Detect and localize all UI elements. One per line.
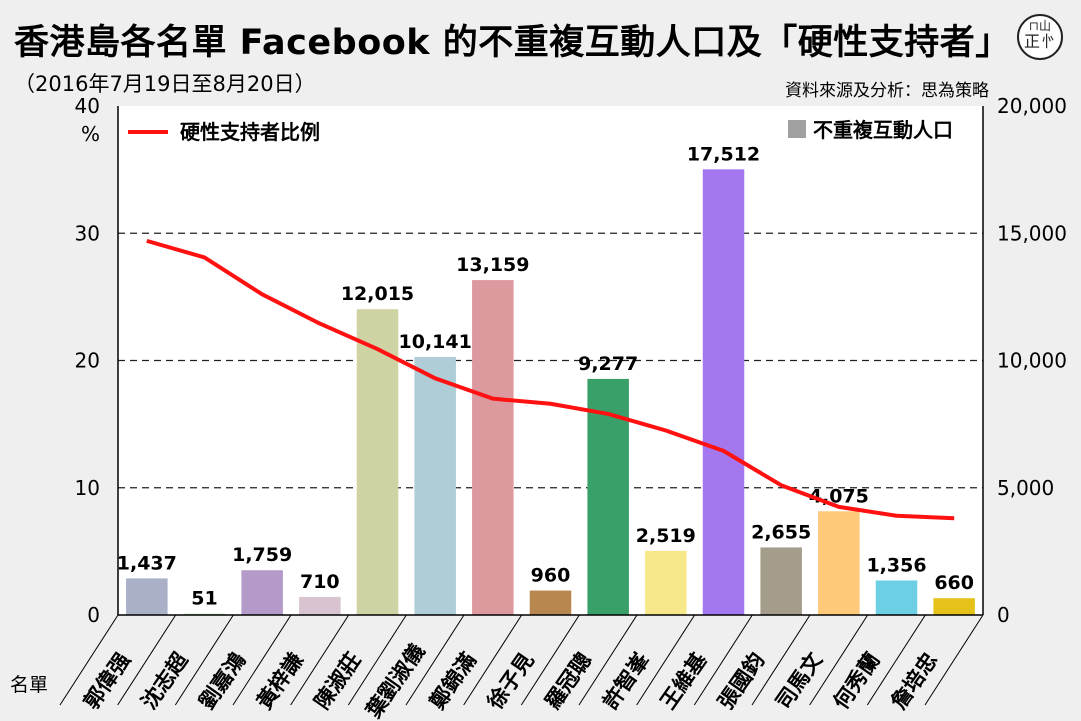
bar-4 — [299, 596, 341, 615]
category-separator — [117, 614, 177, 706]
category-separator — [290, 614, 350, 706]
category-separator — [174, 614, 234, 706]
category-label: 許智峯 — [598, 647, 654, 713]
category-label: 陳淑莊 — [310, 648, 366, 713]
bar-value-label: 9,277 — [578, 353, 638, 375]
y-left-tick-label: 40 — [75, 94, 100, 118]
chart-subtitle: （2016年7月19日至8月20日） — [14, 72, 316, 96]
category-label: 徐子見 — [482, 648, 538, 714]
bar-13 — [818, 511, 860, 615]
bar-value-label: 17,512 — [687, 143, 760, 165]
category-separator — [520, 614, 580, 706]
category-label: 何秀蘭 — [829, 648, 885, 713]
bar-value-label: 12,015 — [341, 283, 414, 305]
category-label: 鄭錦滿 — [425, 648, 481, 713]
category-label: 張國鈞 — [714, 648, 770, 713]
bar-10 — [645, 550, 687, 615]
bar-value-label: 660 — [934, 572, 974, 594]
bar-6 — [414, 356, 456, 615]
category-label: 詹培忠 — [887, 648, 943, 713]
category-label: 司馬文 — [771, 647, 827, 713]
publisher-logo: ⊓山 正㣺 — [1017, 14, 1063, 60]
bar-value-label: 10,141 — [399, 331, 472, 353]
bar-8 — [529, 590, 572, 615]
y-right-tick-label: 20,000 — [997, 94, 1067, 118]
chart-title: 香港島各名單 Facebook 的不重複互動人口及「硬性支持者」 — [14, 23, 1011, 63]
category-label: 王維基 — [656, 647, 712, 713]
bar-12 — [760, 547, 802, 615]
bar-value-label: 51 — [191, 588, 217, 610]
bar-5 — [356, 309, 399, 615]
bar-1 — [126, 578, 168, 615]
category-label: 羅冠聰 — [541, 648, 597, 713]
bar-value-label: 13,159 — [456, 254, 529, 276]
bar-3 — [241, 570, 283, 615]
bar-value-label: 1,759 — [232, 544, 292, 566]
bar-value-label: 1,437 — [117, 552, 177, 574]
category-label: 葉劉淑儀 — [361, 640, 429, 721]
bar-15 — [933, 598, 975, 615]
category-label: 沈志超 — [137, 647, 193, 713]
source-note: 資料來源及分析：思為策略 — [785, 81, 989, 101]
category-separator — [751, 614, 811, 706]
category-separator — [59, 614, 119, 706]
y-left-tick-label: 10 — [75, 476, 100, 500]
logo-mark-bottom: 正㣺 — [1023, 32, 1056, 51]
category-label: 劉嘉鴻 — [195, 648, 251, 713]
category-separator — [347, 614, 407, 706]
category-separator — [809, 614, 869, 706]
category-separator — [578, 614, 638, 706]
category-separator — [636, 614, 696, 706]
y-left-tick-label: 20 — [75, 349, 100, 373]
y-right-tick-label: 5,000 — [997, 476, 1054, 500]
legend-bar-label: 不重複互動人口 — [813, 118, 953, 142]
y-right-tick-label: 10,000 — [997, 349, 1067, 373]
category-separator — [463, 614, 523, 706]
legend-bar-swatch — [788, 120, 806, 138]
bar-value-label: 960 — [531, 565, 571, 587]
category-separator — [405, 614, 465, 706]
logo-mark-top: ⊓山 — [1028, 19, 1052, 33]
bar-7 — [472, 280, 514, 615]
legend-line-label: 硬性支持者比例 — [180, 120, 320, 144]
category-separator — [232, 614, 292, 706]
bar-14 — [875, 580, 918, 615]
bar-value-label: 4,075 — [809, 485, 869, 507]
category-separator — [924, 614, 984, 706]
y-left-tick-label: 0 — [87, 603, 100, 627]
bar-value-label: 2,655 — [751, 521, 811, 543]
y-left-unit: % — [81, 122, 100, 146]
category-label: 郭偉强 — [79, 648, 135, 713]
category-label: 黃梓謙 — [252, 648, 308, 713]
bar-value-label: 710 — [300, 571, 340, 593]
bar-value-label: 2,519 — [636, 525, 696, 547]
category-separator — [866, 614, 926, 706]
x-axis-name: 名單 — [10, 674, 49, 696]
bar-value-label: 1,356 — [866, 554, 926, 576]
y-right-tick-label: 0 — [997, 603, 1010, 627]
bar-11 — [702, 169, 745, 616]
y-right-tick-label: 15,000 — [997, 221, 1067, 245]
y-left-tick-label: 30 — [75, 221, 100, 245]
category-separator — [693, 614, 753, 706]
